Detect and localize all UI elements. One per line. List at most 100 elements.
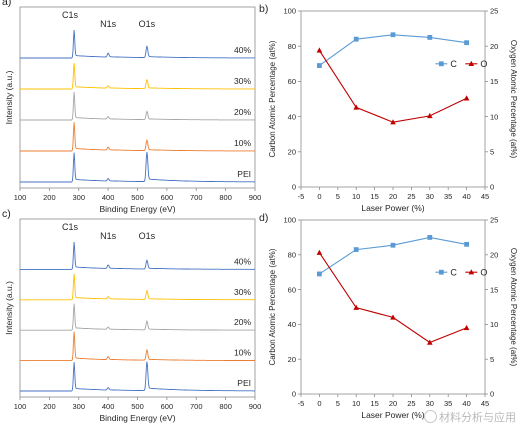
spectrum-20pct — [20, 91, 255, 121]
point-c-1 — [353, 36, 359, 42]
x-tick-label-5: 600 — [161, 402, 174, 411]
spectrum-30pct — [20, 273, 255, 301]
series-label-30pct: 30% — [234, 76, 251, 86]
x-tick-label-10: 45 — [481, 399, 489, 408]
spectrum-20pct — [20, 303, 255, 331]
point-o-1 — [353, 104, 359, 110]
x-axis-label: Binding Energy (eV) — [99, 204, 175, 214]
legend-label-o: O — [480, 268, 487, 278]
y2-tick-label-0: 0 — [490, 390, 494, 399]
x-tick-label-2: 5 — [336, 399, 340, 408]
x-tick-label-4: 15 — [370, 399, 378, 408]
x-tick-label-0: -5 — [298, 399, 305, 408]
plot-frame — [19, 6, 256, 189]
y-tick-label-0: 0 — [292, 183, 296, 192]
x-tick-label-6: 25 — [407, 399, 415, 408]
x-tick-label-6: 25 — [407, 192, 415, 201]
y2-tick-label-2: 10 — [490, 112, 498, 121]
series-line-o — [318, 50, 467, 123]
point-o-0 — [316, 47, 323, 53]
x-tick-label-5: 20 — [389, 192, 397, 201]
x-tick-label-2: 5 — [336, 192, 340, 201]
series-label-40pct: 40% — [234, 45, 251, 55]
watermark: 材料分析与应用 — [424, 409, 516, 425]
y-tick-label-2: 40 — [288, 320, 296, 329]
peak-label-n1s: N1s — [100, 19, 117, 29]
point-o-2 — [390, 119, 396, 125]
panel-d-atomic-percentage: d)-5 0 5 10 15 20 25 30 35 40 45020406080100051015… — [259, 212, 518, 420]
y-tick-label-1: 20 — [288, 355, 296, 364]
point-o-4 — [463, 324, 470, 331]
point-c-0 — [317, 63, 322, 68]
series-label-40pct: 40% — [234, 256, 251, 266]
spectrum-pei — [20, 361, 255, 392]
legend-marker-o — [468, 269, 475, 275]
x-tick-label-10: 45 — [481, 192, 489, 201]
point-c-4 — [464, 241, 469, 247]
x-tick-label-9: 40 — [462, 192, 470, 201]
y-axis-label: Intensity (a.u.) — [4, 281, 14, 335]
y-axis-label: Intensity (a.u.) — [4, 70, 14, 124]
point-c-2 — [390, 242, 396, 248]
series-label-20pct: 20% — [234, 317, 251, 327]
point-c-3 — [427, 235, 433, 240]
spectrum-10pct — [20, 331, 255, 362]
point-c-2 — [390, 32, 396, 38]
series-label-30pct: 30% — [234, 287, 251, 297]
x-tick-label-7: 30 — [426, 192, 434, 201]
peak-label-c1s: C1s — [62, 10, 79, 20]
point-c-1 — [353, 247, 359, 252]
spectrum-40pct — [20, 29, 255, 59]
peak-label-o1s: O1s — [139, 231, 156, 241]
x-tick-label-1: 200 — [43, 193, 56, 202]
plot-frame — [19, 218, 256, 398]
spectrum-pei — [20, 152, 255, 183]
y-tick-label-2: 40 — [288, 112, 296, 121]
x-tick-label-3: 400 — [102, 402, 115, 411]
y2-tick-label-4: 20 — [490, 251, 498, 260]
x-tick-label-8: 900 — [249, 402, 262, 411]
x-tick-label-1: 0 — [317, 192, 321, 201]
plot-frame — [300, 10, 486, 188]
y-tick-label-3: 60 — [288, 77, 296, 86]
x-tick-label-4: 15 — [370, 192, 378, 201]
x-axis-label: Binding Energy (eV) — [99, 413, 175, 423]
series-label-20pct: 20% — [234, 107, 251, 117]
y-tick-label-1: 20 — [288, 148, 296, 157]
point-o-2 — [390, 314, 396, 320]
series-label-pei: PEI — [237, 169, 251, 179]
panel-a-xps-spectra: a) 100 200 300 400 500 600 700 800 900 Binding Ene… — [2, 0, 261, 214]
y2-axis-label: Oxygen Atomic Percentage (at%) — [509, 248, 518, 367]
watermark-text: 材料分析与应用 — [439, 411, 516, 424]
panel-letter: c) — [2, 208, 11, 220]
x-tick-label-2: 300 — [72, 193, 85, 202]
x-tick-label-2: 300 — [72, 402, 85, 411]
legend-label-c: C — [450, 268, 457, 278]
x-tick-label-6: 700 — [190, 193, 203, 202]
y-axis-label: Carbon Atomic Percentage (at%) — [268, 40, 277, 157]
spectrum-10pct — [20, 122, 255, 152]
x-tick-label-3: 10 — [352, 192, 360, 201]
y-tick-label-5: 100 — [283, 216, 296, 225]
legend-marker-o — [468, 60, 475, 66]
x-tick-label-4: 500 — [131, 402, 144, 411]
y2-tick-label-1: 5 — [490, 355, 494, 364]
legend-label-c: C — [450, 59, 457, 69]
x-tick-label-0: 100 — [14, 402, 27, 411]
point-o-1 — [353, 304, 359, 310]
point-o-0 — [316, 249, 323, 255]
series-label-10pct: 10% — [234, 138, 251, 148]
series-line-o — [318, 252, 467, 344]
y-tick-label-4: 80 — [288, 251, 296, 260]
x-tick-label-5: 20 — [389, 399, 397, 408]
x-tick-label-8: 35 — [444, 192, 452, 201]
point-c-0 — [317, 271, 322, 277]
y2-tick-label-3: 15 — [490, 77, 498, 86]
panel-c-xps-spectra: c) 100 200 300 400 500 600 700 800 900 Binding Ene… — [2, 208, 261, 423]
x-tick-label-1: 0 — [317, 399, 321, 408]
x-tick-label-9: 40 — [462, 399, 470, 408]
x-axis-label: Laser Power (%) — [361, 203, 424, 213]
series-label-10pct: 10% — [234, 348, 251, 358]
x-tick-label-3: 10 — [352, 399, 360, 408]
